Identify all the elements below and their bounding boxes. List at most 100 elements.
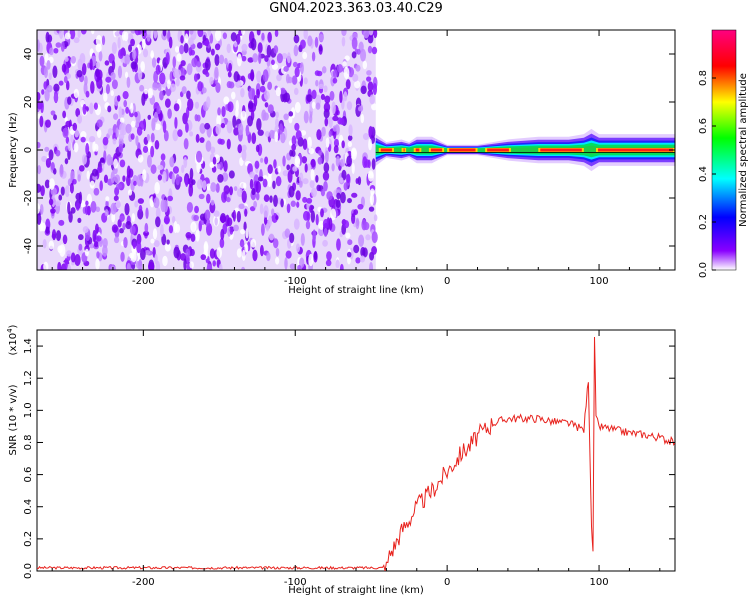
signal-core-red — [598, 148, 673, 152]
noise-speckle — [155, 64, 161, 75]
noise-speckle — [299, 62, 304, 75]
noise-speckle — [111, 224, 118, 233]
noise-speckle — [312, 229, 317, 242]
noise-speckle — [41, 155, 48, 162]
noise-speckle — [314, 70, 320, 76]
noise-speckle — [142, 48, 149, 58]
noise-speckle — [194, 101, 200, 109]
noise-speckle — [41, 89, 45, 95]
noise-speckle — [236, 248, 242, 258]
noise-speckle — [107, 128, 114, 136]
noise-speckle — [185, 106, 190, 119]
noise-speckle — [241, 43, 248, 52]
snr-y-tick-label: 0.4 — [23, 499, 34, 515]
noise-speckle — [267, 31, 272, 43]
noise-speckle — [275, 111, 279, 119]
noise-speckle — [320, 189, 326, 197]
noise-speckle — [64, 56, 69, 62]
noise-speckle — [218, 263, 223, 270]
noise-speckle — [293, 44, 299, 57]
noise-speckle — [37, 141, 41, 149]
noise-speckle — [199, 137, 205, 143]
noise-speckle — [241, 266, 245, 270]
noise-speckle — [66, 250, 72, 257]
noise-speckle — [150, 164, 157, 174]
noise-speckle — [280, 198, 284, 208]
noise-speckle — [164, 98, 171, 108]
noise-speckle — [353, 244, 360, 254]
noise-speckle — [203, 40, 210, 46]
noise-speckle — [275, 256, 280, 265]
noise-speckle — [118, 143, 124, 153]
noise-speckle — [204, 209, 211, 221]
noise-speckle — [62, 234, 68, 245]
noise-speckle — [333, 145, 339, 154]
noise-speckle — [174, 46, 180, 53]
noise-speckle — [288, 111, 294, 117]
noise-speckle — [292, 61, 298, 68]
noise-speckle — [330, 208, 337, 221]
noise-speckle — [191, 57, 198, 68]
noise-speckle — [302, 178, 309, 185]
noise-speckle — [368, 30, 374, 36]
noise-speckle — [48, 198, 54, 206]
noise-speckle — [45, 119, 51, 128]
noise-speckle — [205, 222, 213, 236]
noise-speckle — [167, 108, 172, 119]
signal-core-red — [403, 148, 405, 152]
spectrogram-x-tick-label: 0 — [444, 276, 450, 287]
noise-speckle — [139, 84, 145, 92]
noise-speckle — [93, 241, 99, 248]
noise-speckle — [142, 230, 150, 237]
noise-speckle — [191, 179, 196, 186]
noise-speckle — [90, 80, 95, 94]
noise-speckle — [40, 222, 46, 232]
noise-speckle — [195, 229, 200, 242]
noise-speckle — [221, 191, 228, 203]
noise-speckle — [173, 103, 180, 112]
noise-speckle — [274, 131, 279, 143]
noise-speckle — [209, 33, 214, 44]
noise-speckle — [279, 87, 286, 95]
noise-speckle — [354, 80, 361, 89]
noise-speckle — [80, 136, 86, 143]
noise-speckle — [101, 35, 106, 46]
noise-speckle — [190, 49, 196, 56]
noise-speckle — [373, 30, 378, 39]
noise-speckle — [145, 207, 149, 220]
noise-speckle — [365, 234, 371, 241]
noise-speckle — [352, 73, 359, 82]
noise-speckle — [324, 117, 329, 127]
noise-speckle — [105, 196, 110, 202]
snr-y-tick-label: 1.2 — [23, 370, 34, 386]
noise-speckle — [37, 39, 40, 52]
noise-speckle — [58, 194, 63, 201]
noise-speckle — [146, 30, 152, 35]
noise-speckle — [272, 180, 276, 190]
noise-speckle — [180, 253, 187, 261]
noise-speckle — [200, 254, 207, 261]
noise-speckle — [302, 196, 308, 203]
noise-speckle — [247, 115, 253, 127]
noise-speckle — [215, 183, 220, 193]
noise-speckle — [132, 241, 137, 250]
noise-speckle — [100, 157, 105, 163]
noise-speckle — [286, 164, 291, 171]
noise-speckle — [247, 57, 254, 63]
noise-speckle — [348, 124, 353, 137]
noise-speckle — [331, 101, 336, 115]
signal-core-red — [540, 148, 582, 152]
noise-speckle — [315, 79, 319, 87]
noise-speckle — [332, 69, 338, 79]
spectrogram-y-tick-label: 20 — [23, 96, 34, 109]
noise-speckle — [160, 153, 166, 161]
noise-speckle — [204, 58, 211, 71]
noise-speckle — [244, 243, 249, 253]
noise-speckle — [275, 175, 282, 187]
noise-speckle — [111, 79, 118, 90]
noise-speckle — [152, 82, 159, 91]
noise-speckle — [85, 200, 89, 206]
noise-speckle — [159, 90, 164, 101]
snr-y-scale-suffix: ) — [8, 324, 19, 328]
noise-speckle — [219, 237, 225, 249]
